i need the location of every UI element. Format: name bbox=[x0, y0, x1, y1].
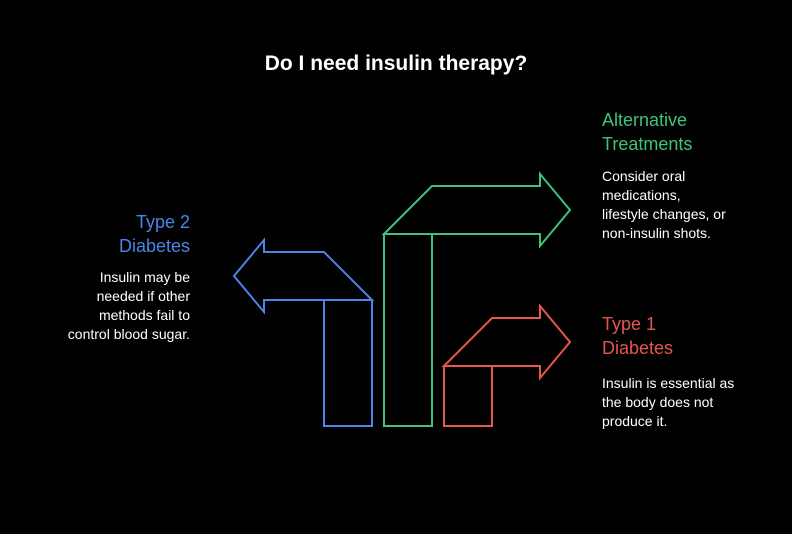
alternative-arrow bbox=[381, 171, 572, 427]
desc-line: produce it. bbox=[602, 413, 668, 429]
desc-line: lifestyle changes, or bbox=[602, 206, 726, 222]
alternative-bar bbox=[383, 233, 433, 427]
heading-line: Type 1 bbox=[602, 314, 657, 334]
desc-line: non-insulin shots. bbox=[602, 225, 711, 241]
type2-bar bbox=[323, 299, 373, 427]
desc-line: needed if other bbox=[96, 288, 190, 304]
type1-arrow bbox=[441, 303, 572, 427]
type2-heading: Type 2 Diabetes bbox=[119, 210, 190, 258]
type1-arrow-head bbox=[441, 303, 572, 381]
type1-description: Insulin is essential as the body does no… bbox=[602, 374, 734, 431]
type1-bar bbox=[443, 365, 493, 427]
diagram-title: Do I need insulin therapy? bbox=[264, 52, 528, 75]
heading-line: Alternative bbox=[602, 110, 688, 130]
type2-arrow bbox=[232, 237, 375, 427]
alternative-arrow-head bbox=[381, 171, 572, 249]
heading-line: Diabetes bbox=[602, 338, 674, 358]
type1-heading: Type 1 Diabetes bbox=[602, 312, 673, 360]
desc-line: medications, bbox=[602, 187, 681, 203]
type2-arrow-head bbox=[232, 237, 375, 315]
desc-line: the body does not bbox=[602, 394, 714, 410]
desc-line: Consider oral bbox=[602, 168, 686, 184]
heading-line: Treatments bbox=[602, 134, 693, 154]
desc-line: control blood sugar. bbox=[67, 326, 190, 342]
desc-line: Insulin is essential as bbox=[602, 375, 735, 391]
desc-line: Insulin may be bbox=[99, 269, 190, 285]
type2-description: Insulin may be needed if other methods f… bbox=[68, 268, 190, 344]
alternative-description: Consider oral medications, lifestyle cha… bbox=[602, 167, 726, 243]
heading-line: Diabetes bbox=[118, 236, 190, 256]
desc-line: methods fail to bbox=[98, 307, 190, 323]
heading-line: Type 2 bbox=[135, 212, 190, 232]
alternative-heading: Alternative Treatments bbox=[602, 108, 692, 156]
